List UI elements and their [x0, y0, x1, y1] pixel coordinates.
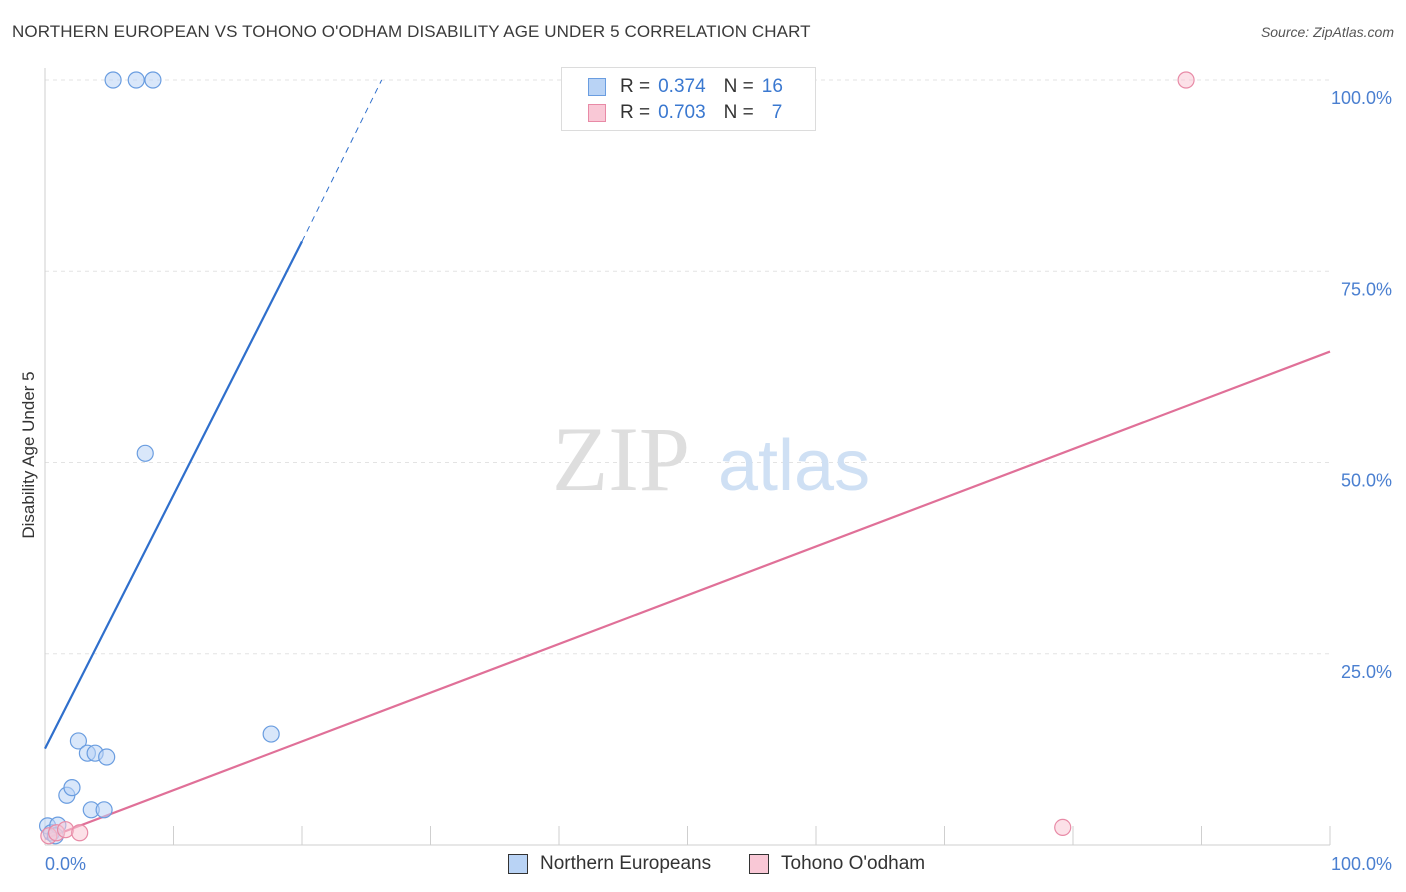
chart-title: NORTHERN EUROPEAN VS TOHONO O'ODHAM DISA…: [12, 22, 811, 41]
bottom-legend-swatch-blue: [508, 854, 528, 874]
bottom-legend-swatch-pink: [749, 854, 769, 874]
legend-swatch-blue: [588, 78, 606, 96]
point-tohono-oodham: [56, 821, 75, 839]
point-northern-europeans: [127, 71, 145, 89]
trendline-northern-europeans: [44, 240, 303, 750]
legend-n-label: N =: [723, 76, 754, 97]
point-northern-europeans: [104, 71, 122, 89]
point-northern-europeans: [63, 779, 81, 797]
legend-r-value: 0.374: [658, 76, 706, 97]
point-layer: [38, 71, 1195, 845]
point-northern-europeans: [144, 71, 162, 89]
legend-swatch-pink: [588, 104, 606, 122]
point-northern-europeans: [262, 725, 280, 743]
y-tick-label: 50.0%: [1341, 471, 1392, 491]
y-tick-label: 25.0%: [1341, 662, 1392, 682]
legend-r-label: R =: [620, 76, 651, 97]
bottom-legend-label: Tohono O'odham: [781, 853, 926, 874]
legend-r-label: R =: [620, 102, 651, 123]
bottom-legend-northern-europeans: Northern Europeans: [508, 852, 711, 876]
trend-layer: [44, 79, 1331, 840]
legend-n-value: 16: [761, 76, 783, 97]
y-axis-label: Disability Age Under 5: [19, 371, 38, 538]
legend-row-tohono-oodham: R = 0.703 N = 7: [588, 101, 782, 125]
source-credit: Source: ZipAtlas.com: [1260, 24, 1394, 40]
bottom-legend-tohono-oodham: Tohono O'odham: [749, 852, 925, 876]
watermark-zip: ZIP: [552, 408, 690, 510]
x-tick-label: 0.0%: [45, 854, 86, 874]
y-tick-label: 75.0%: [1341, 279, 1392, 299]
point-tohono-oodham: [1054, 818, 1072, 837]
legend-n-value: 7: [771, 102, 783, 123]
point-northern-europeans: [95, 801, 113, 819]
point-northern-europeans: [98, 748, 116, 766]
axis-layer: [44, 68, 1331, 846]
label-layer: 25.0% 50.0% 75.0% 100.0% 0.0% 100.0% Disabilit…: [19, 88, 1392, 874]
y-tick-label: 100.0%: [1331, 88, 1392, 108]
point-northern-europeans: [136, 444, 154, 462]
stats-legend: R = 0.374 N = 16 R = 0.703 N = 7: [561, 67, 816, 131]
trendline-northern-europeans-extension: [301, 79, 383, 242]
watermark-atlas: atlas: [718, 426, 870, 506]
trendline-tohono-oodham: [44, 350, 1331, 840]
watermark: ZIP atlas: [552, 408, 870, 510]
point-tohono-oodham: [71, 824, 89, 842]
legend-n-label: N =: [723, 102, 754, 123]
legend-r-value: 0.703: [658, 102, 706, 123]
point-northern-europeans: [69, 732, 88, 750]
point-tohono-oodham: [1177, 71, 1195, 89]
legend-row-northern-europeans: R = 0.374 N = 16: [588, 75, 783, 99]
x-tick-label: 100.0%: [1331, 854, 1392, 874]
bottom-legend-label: Northern Europeans: [540, 853, 712, 874]
